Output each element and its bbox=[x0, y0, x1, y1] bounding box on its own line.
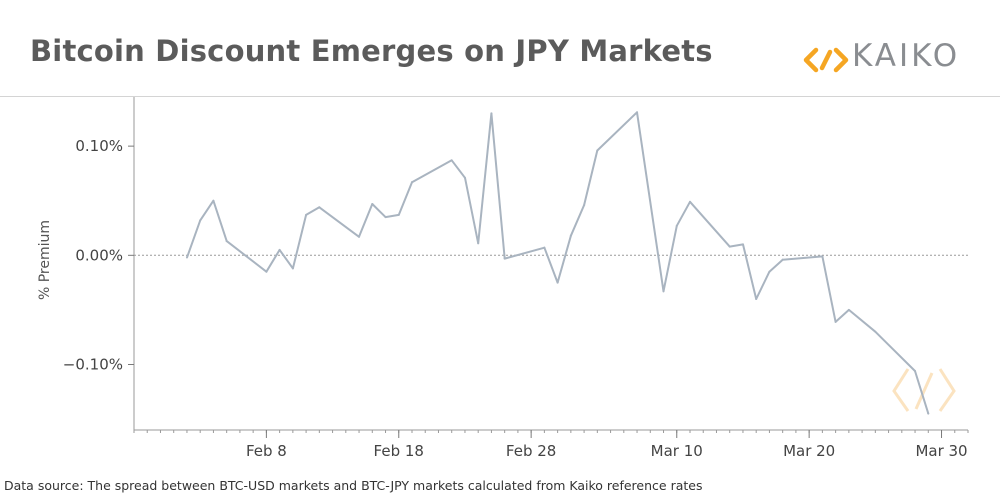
x-tick-label: Mar 30 bbox=[915, 442, 967, 460]
y-tick-label: 0.00% bbox=[75, 246, 123, 264]
data-point bbox=[675, 224, 678, 227]
kaiko-diamond-icon bbox=[803, 47, 849, 73]
data-point bbox=[543, 246, 546, 249]
data-point bbox=[225, 240, 228, 243]
data-point bbox=[291, 267, 294, 270]
data-point bbox=[728, 245, 731, 248]
data-point bbox=[874, 330, 877, 333]
x-tick-label: Feb 8 bbox=[246, 442, 287, 460]
kaiko-logo: KAIKO bbox=[802, 38, 977, 80]
data-point bbox=[199, 219, 202, 222]
chart-title: Bitcoin Discount Emerges on JPY Markets bbox=[30, 34, 713, 68]
data-point bbox=[834, 320, 837, 323]
data-point bbox=[583, 204, 586, 207]
data-point bbox=[477, 242, 480, 245]
data-point bbox=[636, 111, 639, 114]
x-tick-label: Feb 28 bbox=[506, 442, 556, 460]
x-ticks: Feb 8 Feb 18 Feb 28 Mar 10 Mar 20 Mar 30 bbox=[246, 430, 968, 460]
data-point bbox=[781, 258, 784, 261]
axes: % Premium bbox=[37, 97, 968, 431]
data-source-note: Data source: The spread between BTC-USD … bbox=[4, 478, 703, 493]
y-tick-label: −0.10% bbox=[63, 355, 123, 373]
chart-header: Bitcoin Discount Emerges on JPY Markets … bbox=[0, 0, 1000, 96]
data-point bbox=[411, 181, 413, 184]
data-point bbox=[278, 248, 281, 251]
series-line bbox=[186, 111, 930, 414]
data-point bbox=[265, 270, 268, 273]
data-point bbox=[741, 243, 744, 246]
x-tick-label: Mar 20 bbox=[783, 442, 835, 460]
data-point bbox=[185, 256, 188, 259]
data-point bbox=[847, 308, 850, 311]
data-point bbox=[384, 216, 387, 219]
data-point bbox=[318, 206, 321, 209]
data-point bbox=[371, 202, 374, 205]
data-point bbox=[927, 412, 930, 415]
premium-line-chart: % Premium Feb 8 Feb 18 Feb 28 Mar 10 Mar 20 M… bbox=[37, 97, 969, 460]
data-point bbox=[358, 235, 361, 238]
data-point bbox=[305, 213, 308, 216]
data-point bbox=[450, 159, 453, 162]
x-tick-label: Mar 10 bbox=[651, 442, 703, 460]
y-axis-label: % Premium bbox=[37, 220, 53, 300]
data-point bbox=[821, 255, 824, 258]
data-point bbox=[596, 149, 599, 152]
data-point bbox=[463, 176, 466, 179]
logo-wordmark: KAIKO bbox=[852, 38, 961, 74]
header-divider bbox=[0, 96, 1000, 97]
y-ticks: 0.10% 0.00% −0.10% bbox=[63, 137, 134, 373]
data-point bbox=[397, 213, 400, 216]
data-point bbox=[569, 234, 572, 237]
watermark-logo bbox=[892, 368, 956, 412]
x-tick-label: Feb 18 bbox=[374, 442, 424, 460]
data-point bbox=[755, 297, 758, 300]
data-point bbox=[689, 200, 691, 203]
data-point bbox=[212, 199, 215, 202]
data-point bbox=[914, 370, 917, 373]
data-point bbox=[503, 257, 506, 260]
series-group bbox=[185, 111, 930, 415]
data-point bbox=[662, 290, 665, 293]
data-point bbox=[556, 281, 559, 284]
data-point bbox=[768, 270, 771, 273]
data-point bbox=[490, 112, 493, 115]
y-tick-label: 0.10% bbox=[75, 137, 123, 155]
